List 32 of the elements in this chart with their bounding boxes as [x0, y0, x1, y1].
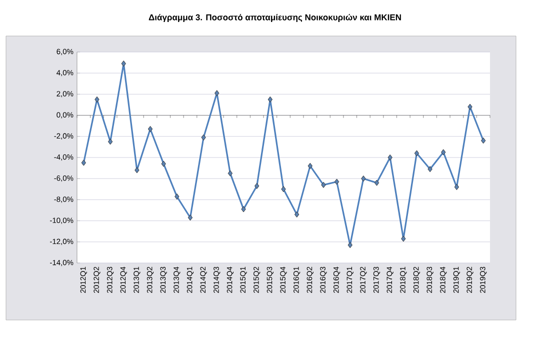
point	[241, 206, 246, 212]
point	[308, 162, 312, 169]
point	[108, 138, 113, 145]
point	[134, 167, 140, 174]
point	[201, 134, 206, 140]
point	[214, 90, 220, 96]
point	[441, 149, 446, 156]
point	[148, 126, 153, 132]
point	[348, 242, 352, 248]
point	[294, 211, 300, 218]
point	[174, 193, 180, 200]
point	[281, 186, 286, 192]
point	[454, 184, 460, 190]
point	[468, 104, 472, 110]
point	[414, 150, 420, 156]
point	[361, 176, 366, 182]
point	[254, 182, 260, 190]
point	[401, 236, 406, 242]
point	[94, 96, 100, 103]
chart-title: Διάγραμμα 3. Ποσοστό αποταμίευσης Νοικοκυριών και ΜΚΙΕΝ	[148, 14, 401, 22]
point	[81, 160, 86, 166]
point	[188, 214, 193, 221]
point	[161, 160, 166, 167]
point	[480, 138, 486, 144]
point	[268, 96, 273, 103]
point	[121, 60, 126, 67]
point	[321, 182, 326, 188]
point	[388, 154, 392, 161]
point	[374, 180, 380, 186]
point	[228, 170, 233, 176]
point	[334, 178, 340, 185]
point	[428, 166, 432, 172]
